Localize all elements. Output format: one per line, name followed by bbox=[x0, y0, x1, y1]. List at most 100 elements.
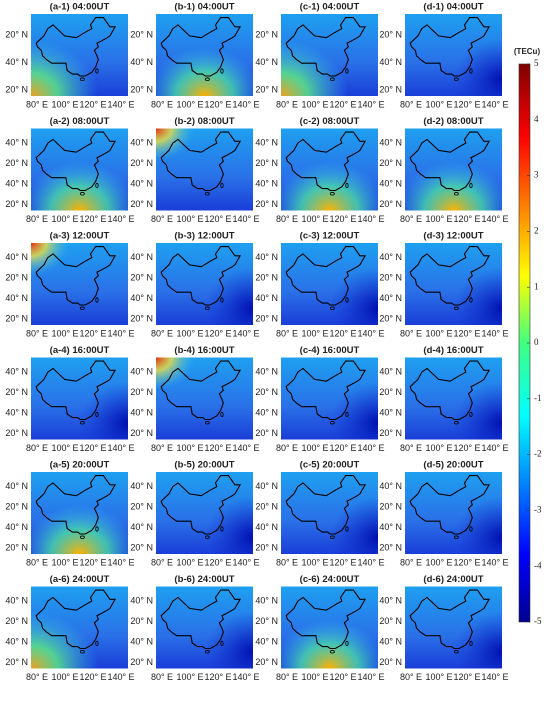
china-outline bbox=[35, 131, 117, 192]
y-tick-label: 40° N bbox=[130, 407, 153, 417]
y-tick-label: 20° N bbox=[255, 387, 278, 397]
y-tick-label: 40° N bbox=[5, 407, 28, 417]
y-tick-label: 40° N bbox=[379, 252, 402, 262]
y-tick-label: 40° N bbox=[130, 636, 153, 646]
y-tick-label: 40° N bbox=[255, 636, 278, 646]
y-tick-label: 40° N bbox=[130, 178, 153, 188]
x-tick-label: 120° E bbox=[204, 557, 231, 567]
x-tick-label: 80° E bbox=[26, 672, 48, 682]
island bbox=[79, 535, 85, 539]
x-tick-label: 80° E bbox=[151, 328, 173, 338]
x-tick-label: 80° E bbox=[26, 328, 48, 338]
map-field-overlay bbox=[31, 357, 128, 440]
y-tick-label: 20° N bbox=[5, 199, 28, 209]
x-tick-label: 100° E bbox=[301, 214, 328, 224]
y-tick-label: 20° N bbox=[130, 542, 153, 552]
y-tick-label: 40° N bbox=[5, 522, 28, 532]
island bbox=[79, 77, 85, 81]
x-tick-label: 80° E bbox=[400, 99, 422, 109]
x-tick-label: 140° E bbox=[107, 557, 134, 567]
island bbox=[204, 535, 210, 539]
x-tick-label: 80° E bbox=[26, 99, 48, 109]
y-tick-label: 20° N bbox=[255, 158, 278, 168]
map-field-overlay bbox=[405, 472, 502, 554]
y-tick-label: 20° N bbox=[5, 84, 28, 94]
island bbox=[469, 640, 473, 647]
panel-title: (d-2) 08:00UT bbox=[423, 116, 483, 127]
island bbox=[329, 192, 335, 196]
china-outline bbox=[35, 246, 117, 306]
china-outline bbox=[409, 475, 491, 535]
x-tick-label: 140° E bbox=[107, 328, 134, 338]
island bbox=[220, 297, 224, 303]
colorbar-tick-label: -4 bbox=[534, 560, 542, 570]
panel-title: (b-2) 08:00UT bbox=[174, 116, 234, 127]
x-tick-label: 100° E bbox=[176, 328, 203, 338]
island bbox=[220, 411, 224, 418]
island bbox=[453, 650, 459, 654]
x-tick-label: 100° E bbox=[425, 214, 452, 224]
island bbox=[95, 526, 99, 532]
x-tick-label: 100° E bbox=[176, 443, 203, 453]
colorbar-tick-label: 1 bbox=[534, 281, 539, 291]
y-tick-label: 20° N bbox=[255, 30, 278, 40]
y-tick-label: 20° N bbox=[130, 387, 153, 397]
panel-title: (a-4) 16:00UT bbox=[50, 345, 110, 356]
island bbox=[345, 526, 349, 532]
x-tick-label: 80° E bbox=[400, 557, 422, 567]
panel-title: (d-3) 12:00UT bbox=[423, 231, 483, 242]
y-tick-label: 20° N bbox=[5, 272, 28, 282]
map-field-overlay bbox=[156, 243, 253, 325]
island bbox=[95, 411, 99, 418]
x-tick-label: 100° E bbox=[51, 214, 78, 224]
island bbox=[220, 182, 224, 189]
y-tick-label: 20° N bbox=[130, 84, 153, 94]
colorbar-tick-label: 4 bbox=[534, 114, 539, 124]
x-tick-label: 140° E bbox=[357, 443, 384, 453]
china-outline bbox=[35, 475, 117, 535]
y-tick-label: 40° N bbox=[379, 293, 402, 303]
y-tick-label: 40° N bbox=[379, 522, 402, 532]
y-tick-label: 40° N bbox=[130, 137, 153, 147]
y-tick-label: 20° N bbox=[5, 387, 28, 397]
y-tick-label: 20° N bbox=[255, 501, 278, 511]
x-tick-label: 140° E bbox=[357, 672, 384, 682]
x-tick-label: 140° E bbox=[481, 328, 508, 338]
island bbox=[95, 182, 99, 189]
panel-title: (d-6) 24:00UT bbox=[423, 574, 483, 585]
x-tick-label: 120° E bbox=[204, 214, 231, 224]
x-tick-label: 100° E bbox=[176, 214, 203, 224]
island bbox=[204, 306, 210, 310]
map-field-overlay bbox=[156, 472, 253, 554]
island bbox=[329, 650, 335, 654]
x-tick-label: 120° E bbox=[329, 557, 356, 567]
y-tick-label: 40° N bbox=[130, 522, 153, 532]
map-field-overlay bbox=[281, 14, 378, 96]
x-tick-label: 140° E bbox=[232, 214, 259, 224]
map-field-overlay bbox=[281, 472, 378, 554]
x-tick-label: 100° E bbox=[425, 672, 452, 682]
china-outline bbox=[160, 17, 242, 77]
x-tick-label: 140° E bbox=[107, 214, 134, 224]
island bbox=[79, 306, 85, 310]
x-tick-label: 140° E bbox=[357, 328, 384, 338]
panel-title: (c-2) 08:00UT bbox=[300, 116, 360, 127]
panel-title: (c-4) 16:00UT bbox=[300, 345, 360, 356]
x-tick-label: 80° E bbox=[400, 328, 422, 338]
y-tick-label: 20° N bbox=[130, 313, 153, 323]
y-tick-label: 20° N bbox=[379, 616, 402, 626]
y-tick-label: 40° N bbox=[379, 481, 402, 491]
x-tick-label: 80° E bbox=[276, 328, 298, 338]
y-tick-label: 40° N bbox=[255, 137, 278, 147]
china-outline bbox=[285, 589, 367, 650]
x-tick-label: 120° E bbox=[329, 443, 356, 453]
island bbox=[79, 192, 85, 196]
y-tick-label: 40° N bbox=[379, 366, 402, 376]
map-field-overlay bbox=[281, 586, 378, 669]
x-tick-label: 80° E bbox=[400, 672, 422, 682]
y-tick-label: 40° N bbox=[130, 481, 153, 491]
panel-title: (b-3) 12:00UT bbox=[174, 231, 234, 242]
x-tick-label: 120° E bbox=[79, 99, 106, 109]
y-tick-label: 20° N bbox=[130, 272, 153, 282]
